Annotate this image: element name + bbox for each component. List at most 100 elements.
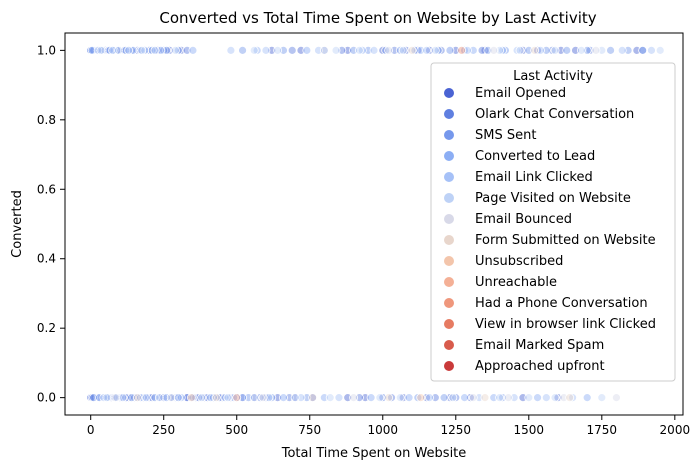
scatter-point <box>524 393 534 403</box>
legend-marker <box>444 172 454 182</box>
legend-label: Had a Phone Conversation <box>475 296 648 311</box>
scatter-point <box>498 45 507 55</box>
scatter-point <box>118 393 128 403</box>
scatter-point <box>170 45 180 55</box>
scatter-point <box>96 45 106 55</box>
scatter-point <box>290 393 300 403</box>
scatter-point <box>369 45 379 55</box>
scatter-point <box>533 393 542 403</box>
scatter-point <box>568 393 577 403</box>
x-tick-label: 2000 <box>660 423 691 437</box>
scatter-point <box>93 45 103 55</box>
scatter-point <box>503 393 513 403</box>
scatter-point <box>448 393 458 403</box>
scatter-point <box>582 393 592 403</box>
x-tick-label: 1000 <box>367 423 398 437</box>
scatter-point <box>480 45 490 55</box>
scatter-point <box>111 393 120 403</box>
legend-marker <box>444 88 454 98</box>
scatter-point <box>249 45 259 55</box>
scatter-point <box>147 45 157 55</box>
scatter-point <box>232 393 242 403</box>
scatter-point <box>334 393 344 403</box>
scatter-point <box>238 45 247 55</box>
scatter-point <box>249 393 259 403</box>
scatter-point <box>102 393 112 403</box>
scatter-point <box>612 393 621 403</box>
scatter-point <box>407 45 417 55</box>
scatter-point <box>430 45 440 55</box>
legend-marker <box>444 298 454 308</box>
scatter-point <box>279 393 288 403</box>
x-tick-label: 750 <box>298 423 321 437</box>
scatter-point <box>173 393 183 403</box>
legend-label: Email Opened <box>475 86 566 101</box>
legend-label: Email Bounced <box>475 212 572 227</box>
x-tick-label: 250 <box>152 423 175 437</box>
scatter-point <box>124 45 134 55</box>
scatter-point <box>223 393 233 403</box>
scatter-point <box>647 45 656 55</box>
scatter-point <box>617 45 627 55</box>
legend-label: Olark Chat Conversation <box>475 107 634 122</box>
scatter-point <box>480 393 490 403</box>
scatter-point <box>308 393 318 403</box>
x-tick-label: 1250 <box>441 423 472 437</box>
legend-marker <box>444 130 454 140</box>
scatter-point <box>357 45 367 55</box>
scatter-point <box>211 393 221 403</box>
scatter-point <box>530 45 540 55</box>
y-axis-label: Converted <box>10 190 25 258</box>
x-axis: 0 250 500 750 1000 1250 1500 1750 2000 <box>87 415 690 437</box>
scatter-point <box>433 45 443 55</box>
legend-marker <box>444 214 454 224</box>
legend-marker <box>444 235 454 245</box>
scatter-point <box>395 393 405 403</box>
legend-label: Form Submitted on Website <box>475 233 656 248</box>
scatter-point <box>220 393 230 403</box>
x-tick-label: 500 <box>225 423 248 437</box>
x-tick-label: 0 <box>87 423 95 437</box>
scatter-point <box>114 45 123 55</box>
scatter-point <box>166 393 176 403</box>
scatter-point <box>387 393 396 403</box>
x-axis-label: Total Time Spent on Website <box>281 446 467 461</box>
scatter-point <box>150 45 160 55</box>
points-layer <box>86 45 665 403</box>
y-tick-label: 0.8 <box>37 113 56 127</box>
scatter-point <box>562 45 572 55</box>
scatter-point <box>287 45 297 55</box>
scatter-point <box>565 393 575 403</box>
scatter-point <box>515 45 525 55</box>
scatter-point <box>252 45 262 55</box>
legend-marker <box>444 361 454 371</box>
legend-marker <box>444 277 454 287</box>
legend-label: SMS Sent <box>475 128 536 143</box>
scatter-point <box>468 393 478 403</box>
scatter-point <box>576 45 586 55</box>
scatter-point <box>154 393 164 403</box>
legend-label: Email Marked Spam <box>475 338 604 353</box>
y-tick-label: 1.0 <box>37 43 56 57</box>
scatter-point <box>226 45 236 55</box>
y-tick-label: 0.2 <box>37 321 56 335</box>
scatter-point <box>541 393 551 403</box>
scatter-point <box>121 45 131 55</box>
scatter-point <box>159 45 169 55</box>
x-tick-label: 1750 <box>587 423 618 437</box>
scatter-point <box>140 45 150 55</box>
legend-label: Page Visited on Website <box>475 191 631 206</box>
scatter-point <box>550 45 560 55</box>
scatter-point <box>105 45 115 55</box>
legend-title: Last Activity <box>513 69 593 84</box>
scatter-point <box>99 393 109 403</box>
scatter-point <box>384 45 394 55</box>
legend-label: Converted to Lead <box>475 149 595 164</box>
scatter-point <box>395 45 405 55</box>
x-tick-label: 1500 <box>514 423 545 437</box>
scatter-point <box>208 393 218 403</box>
legend-label: Unsubscribed <box>475 254 563 269</box>
scatter-point <box>141 393 151 403</box>
scatter-point <box>188 45 198 55</box>
legend-label: View in browser link Clicked <box>475 317 656 332</box>
